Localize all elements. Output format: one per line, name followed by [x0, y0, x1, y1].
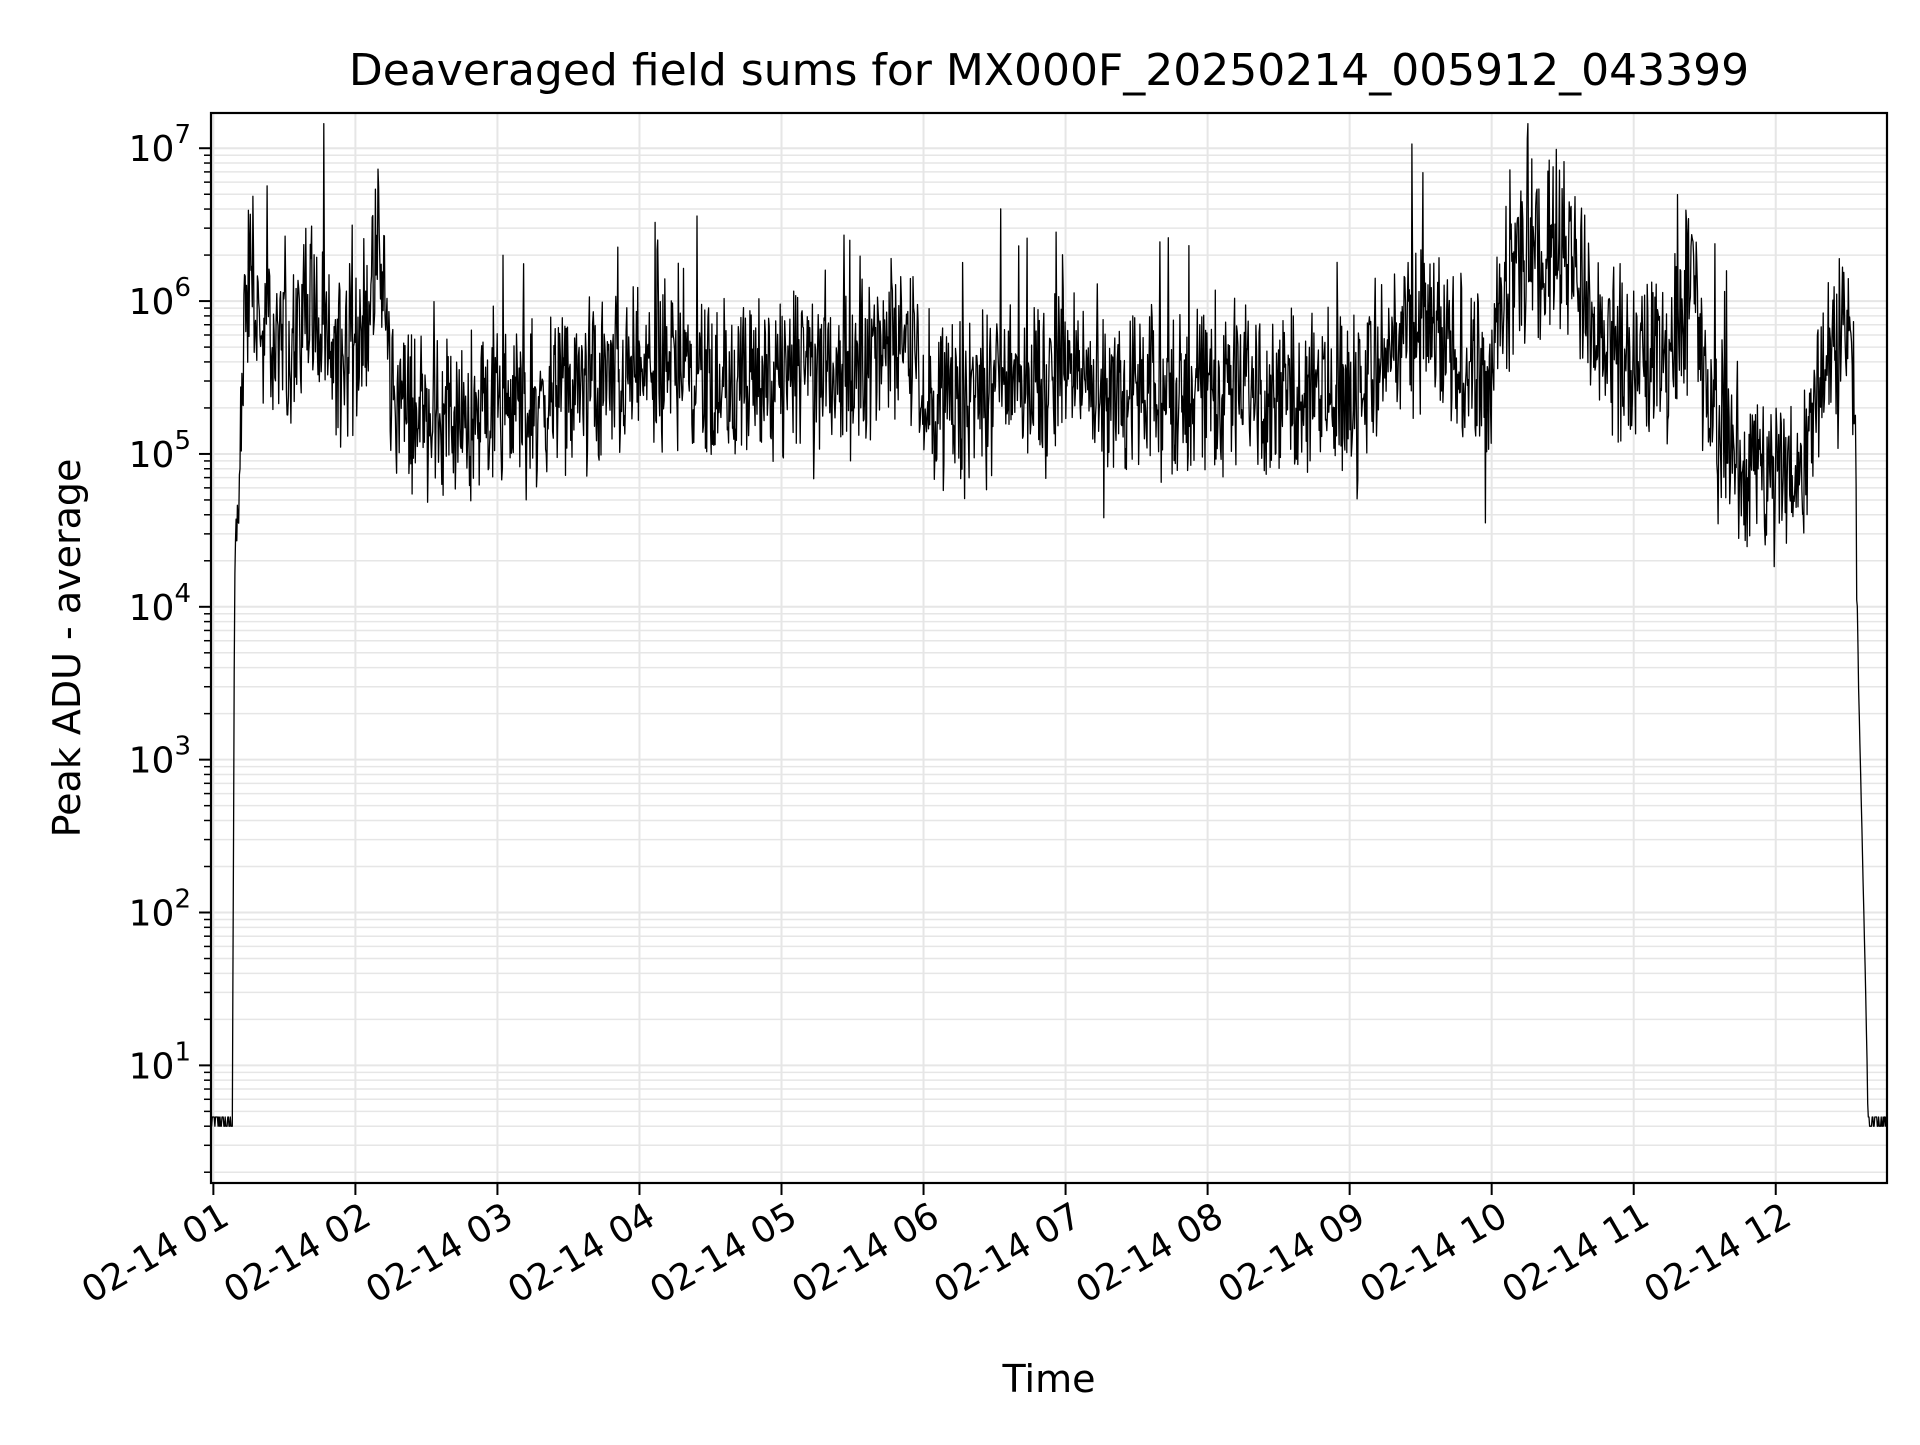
plot-frame	[209, 111, 1889, 1185]
grid	[211, 113, 1887, 1183]
y-tick-label: 105	[129, 426, 191, 476]
y-tick-label: 102	[129, 885, 191, 935]
y-tick-label: 103	[129, 732, 191, 782]
y-axis-label: Peak ADU - average	[45, 459, 89, 838]
x-axis-label: Time	[1002, 1357, 1096, 1401]
data-layer	[210, 123, 1888, 1127]
y-tick-label: 101	[129, 1037, 191, 1087]
series-line	[210, 123, 1888, 1127]
y-tick-label: 104	[129, 579, 191, 629]
y-tick-label: 106	[129, 273, 191, 323]
y-tick-label: 107	[129, 120, 191, 170]
chart-title: Deaveraged field sums for MX000F_2025021…	[349, 45, 1749, 96]
